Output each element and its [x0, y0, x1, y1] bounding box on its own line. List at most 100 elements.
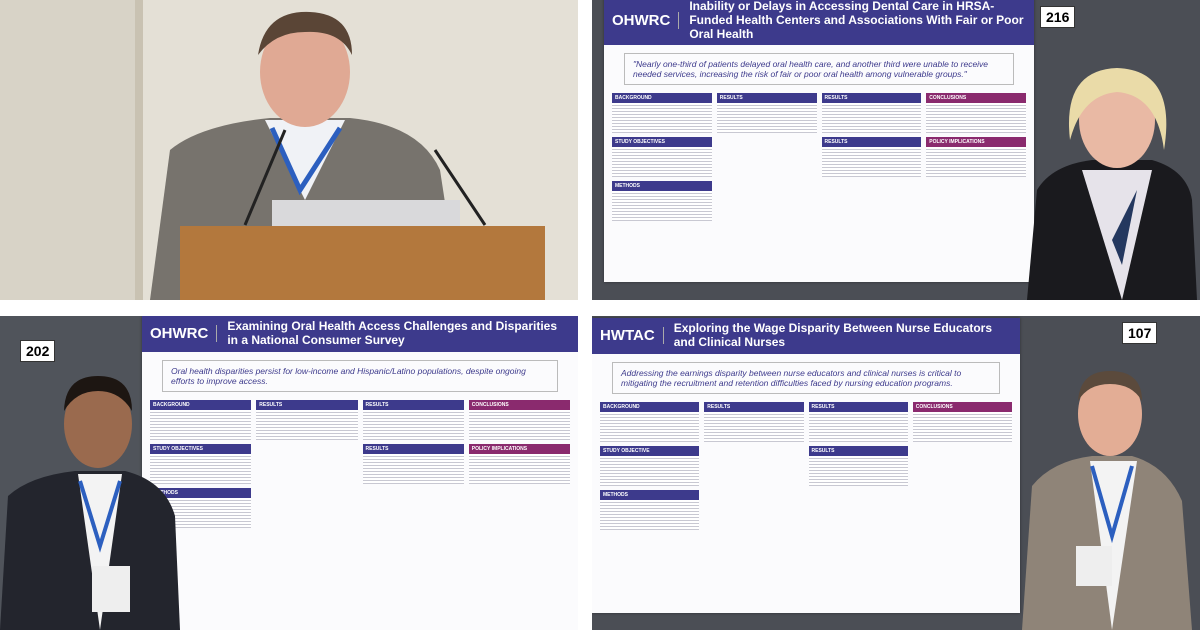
section-heading: RESULTS [256, 399, 358, 410]
section-text [704, 411, 804, 442]
poster-column: RESULTS [704, 401, 804, 534]
poster-body: BACKGROUND STUDY OBJECTIVE METHODS RESULTS R… [592, 401, 1020, 534]
poster-column: RESULTS [716, 93, 817, 225]
shirt [265, 120, 345, 200]
section-heading: RESULTS [821, 93, 922, 104]
poster-body: BACKGROUND STUDY OBJECTIVES METHODS RESULTS… [604, 93, 1034, 225]
poster: OHWRC Examining Oral Health Access Challe… [142, 316, 578, 630]
section-text [150, 409, 252, 440]
wall-panel [0, 0, 135, 300]
poster-column: CONCLUSIONS POLICY IMPLICATIONS [926, 93, 1026, 225]
section-heading: POLICY IMPLICATIONS [926, 137, 1026, 148]
section-heading: RESULTS [821, 137, 922, 148]
poster-column: RESULTS RESULTS [362, 399, 464, 532]
section-heading: BACKGROUND [150, 399, 252, 410]
section-text [150, 453, 252, 484]
poster-title: Exploring the Wage Disparity Between Nur… [673, 321, 993, 349]
poster-column: BACKGROUND STUDY OBJECTIVE METHODS [600, 401, 700, 534]
head [260, 17, 350, 127]
poster-title: Examining Oral Health Access Challenges … [227, 319, 557, 347]
lanyard [269, 126, 343, 196]
photo-speaker [0, 0, 578, 300]
section-text [808, 455, 908, 486]
hair [258, 11, 352, 55]
section-text [926, 103, 1026, 134]
section-text [600, 411, 700, 442]
presenter [0, 376, 180, 630]
board-number: 107 [1122, 322, 1158, 344]
section-heading: STUDY OBJECTIVES [612, 137, 712, 148]
poster-column: BACKGROUND STUDY OBJECTIVES METHODS [612, 93, 712, 225]
section-text [468, 453, 570, 484]
poster-column: CONCLUSIONS POLICY IMPLICATIONS [468, 399, 570, 532]
section-heading: RESULTS [362, 399, 464, 410]
section-text [362, 409, 464, 440]
presenter [1022, 371, 1192, 630]
section-heading: STUDY OBJECTIVES [150, 443, 252, 454]
section-heading: POLICY IMPLICATIONS [468, 443, 570, 454]
photo-poster: OHWRC Inability or Delays in Accessing De… [592, 0, 1200, 300]
presenter [1027, 68, 1197, 300]
head [64, 380, 132, 468]
poster-quote: "Nearly one-third of patients delayed or… [624, 53, 1014, 86]
section-text [362, 453, 464, 484]
section-heading: CONCLUSIONS [926, 93, 1026, 104]
section-text [612, 103, 712, 134]
section-text [600, 455, 700, 486]
section-text [256, 409, 358, 440]
section-text [612, 191, 712, 222]
lanyard [78, 480, 122, 553]
badge [1076, 546, 1112, 586]
hair [64, 376, 132, 411]
poster-quote: Addressing the earnings disparity betwee… [612, 361, 1000, 394]
photo-poster: OHWRC Examining Oral Health Access Challe… [0, 316, 578, 630]
podium [180, 226, 545, 300]
microphone [243, 129, 287, 226]
section-heading: RESULTS [362, 443, 464, 454]
poster-header: OHWRC Examining Oral Health Access Challe… [142, 316, 578, 352]
section-text [468, 409, 570, 440]
lanyard [1090, 465, 1134, 544]
section-text [612, 147, 712, 178]
section-text [808, 411, 908, 442]
poster-column: CONCLUSIONS [912, 401, 1012, 534]
section-heading: CONCLUSIONS [912, 401, 1012, 412]
wall-seam [135, 0, 143, 300]
head [1078, 372, 1142, 456]
poster-logo: OHWRC [612, 12, 680, 30]
hair [1078, 371, 1142, 401]
section-text [926, 147, 1026, 178]
poster-column: RESULTS RESULTS [821, 93, 922, 225]
poster-quote: Oral health disparities persist for low-… [162, 359, 558, 392]
section-text [821, 103, 922, 134]
section-heading: CONCLUSIONS [468, 399, 570, 410]
section-heading: RESULTS [808, 445, 908, 456]
poster-logo: HWTAC [600, 327, 664, 345]
poster-column: RESULTS RESULTS [808, 401, 908, 534]
section-text [600, 499, 700, 530]
section-heading: RESULTS [704, 401, 804, 412]
poster-header: HWTAC Exploring the Wage Disparity Betwee… [592, 318, 1020, 354]
badge [92, 566, 130, 612]
section-text [716, 103, 817, 134]
poster: HWTAC Exploring the Wage Disparity Betwee… [592, 318, 1020, 613]
section-heading: BACKGROUND [612, 93, 712, 104]
section-heading: METHODS [612, 181, 712, 192]
microphone [433, 149, 487, 226]
section-text [821, 147, 922, 178]
photo-poster: HWTAC Exploring the Wage Disparity Betwee… [592, 316, 1200, 630]
scarf [1092, 190, 1137, 265]
section-heading: RESULTS [808, 401, 908, 412]
speaker-scene [0, 0, 545, 300]
section-text [912, 411, 1012, 442]
hair [1068, 68, 1167, 150]
laptop [272, 200, 460, 230]
section-heading: STUDY OBJECTIVE [600, 445, 700, 456]
board-number: 216 [1040, 6, 1076, 28]
poster-title: Inability or Delays in Accessing Dental … [689, 0, 1024, 41]
section-heading: METHODS [150, 487, 252, 498]
poster-logo: OHWRC [150, 325, 218, 343]
board-number: 202 [20, 340, 56, 362]
poster-header: OHWRC Inability or Delays in Accessing De… [604, 0, 1034, 46]
section-heading: METHODS [600, 489, 700, 500]
